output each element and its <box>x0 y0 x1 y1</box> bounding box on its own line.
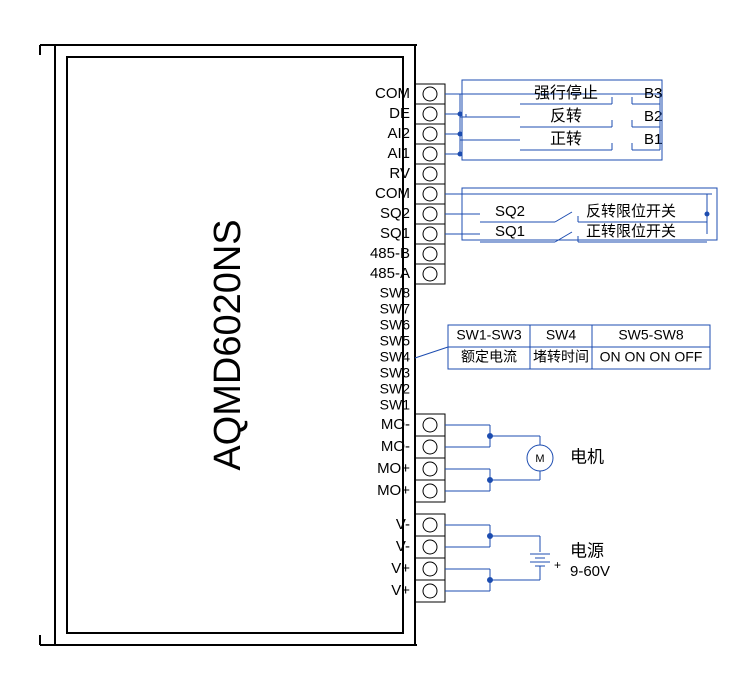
wiring-diagram: AQMD6020NS COM DE AI2 AI1 RV COM SQ2 SQ1 485-B 485… <box>0 0 750 676</box>
pin-label: SQ1 <box>380 225 410 242</box>
sw-table-value: 堵转时间 <box>533 349 589 365</box>
pin-label: 485-A <box>370 265 410 282</box>
sq-desc: 正转限位开关 <box>586 223 676 240</box>
sw-table-header: SW1-SW3 <box>456 327 522 343</box>
power-label: 电源 <box>570 541 604 560</box>
sw-label: SW7 <box>380 301 411 317</box>
sw-table-value: 额定电流 <box>461 349 517 365</box>
sw-table-value: ON ON ON OFF <box>600 349 703 365</box>
pin-label: MO+ <box>377 460 410 477</box>
pin-label: 485-B <box>370 245 410 262</box>
sq-desc: 反转限位开关 <box>586 203 676 220</box>
pin-label: COM <box>375 85 410 102</box>
pin-label: SQ2 <box>380 205 410 222</box>
button-label: 正转 <box>550 130 582 148</box>
motor-label: 电机 <box>570 447 604 466</box>
sw-label: SW2 <box>380 381 411 397</box>
pin-label: DE <box>389 105 410 122</box>
sw-table-header: SW5-SW8 <box>618 327 684 343</box>
pin-label: MO+ <box>377 482 410 499</box>
pin-label: MO- <box>381 438 410 455</box>
sw-label: SW3 <box>380 365 411 381</box>
pin-label: V- <box>396 516 410 533</box>
button-label: 反转 <box>550 107 582 125</box>
pin-label: RV <box>389 165 410 182</box>
sw-label: SW1 <box>380 397 411 413</box>
sw-label: SW5 <box>380 333 411 349</box>
sw-label: SW4 <box>380 349 411 365</box>
pin-label: AI2 <box>387 125 410 142</box>
pin-label: V- <box>396 538 410 555</box>
pin-label: V+ <box>391 582 410 599</box>
sw-label: SW8 <box>380 285 411 301</box>
device-name: AQMD6020NS <box>207 219 249 470</box>
sw-table-header: SW4 <box>546 327 577 343</box>
power-sublabel: 9-60V <box>570 563 610 580</box>
sq-name: SQ2 <box>495 203 525 220</box>
button-label: 强行停止 <box>534 84 598 102</box>
pin-label: AI1 <box>387 145 410 162</box>
pin-label: V+ <box>391 560 410 577</box>
pin-label: COM <box>375 185 410 202</box>
sq-name: SQ1 <box>495 223 525 240</box>
motor-symbol: M <box>535 453 544 465</box>
svg-text:+: + <box>554 558 561 572</box>
pin-label: MO- <box>381 416 410 433</box>
sw-label: SW6 <box>380 317 411 333</box>
